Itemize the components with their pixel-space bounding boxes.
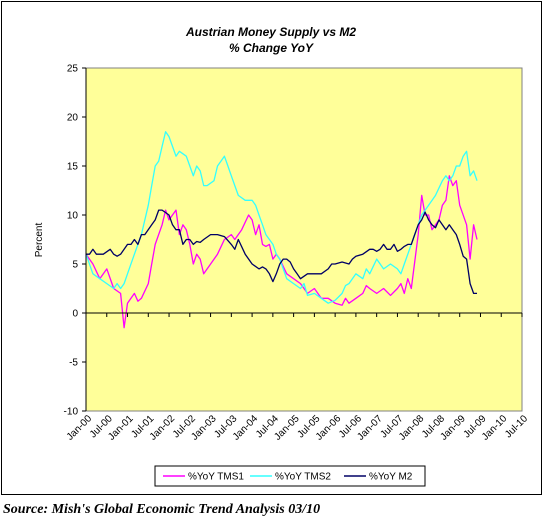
legend-label: %YoY TMS1: [188, 472, 244, 483]
source-note: Source: Mish's Global Economic Trend Ana…: [3, 502, 321, 517]
y-tick-label: -5: [69, 358, 78, 369]
series-line: [86, 209, 477, 295]
legend-label: %YoY M2: [369, 472, 413, 483]
legend-label: %YoY TMS2: [275, 472, 331, 483]
chart-subtitle: % Change YoY: [229, 41, 314, 55]
y-tick-label: 20: [67, 113, 79, 124]
y-tick-label: -10: [64, 407, 79, 418]
y-tick-label: 10: [67, 211, 79, 222]
y-tick-label: 5: [72, 260, 78, 271]
y-tick-label: 0: [72, 309, 78, 320]
y-axis-label: Percent: [34, 223, 45, 258]
legend-box: [154, 465, 426, 487]
chart-title: Austrian Money Supply vs M2: [185, 25, 356, 39]
x-tick-label: Jul-10: [503, 413, 530, 440]
plot-area: [85, 67, 523, 412]
y-tick-label: 25: [67, 64, 79, 75]
y-tick-label: 15: [67, 162, 79, 173]
